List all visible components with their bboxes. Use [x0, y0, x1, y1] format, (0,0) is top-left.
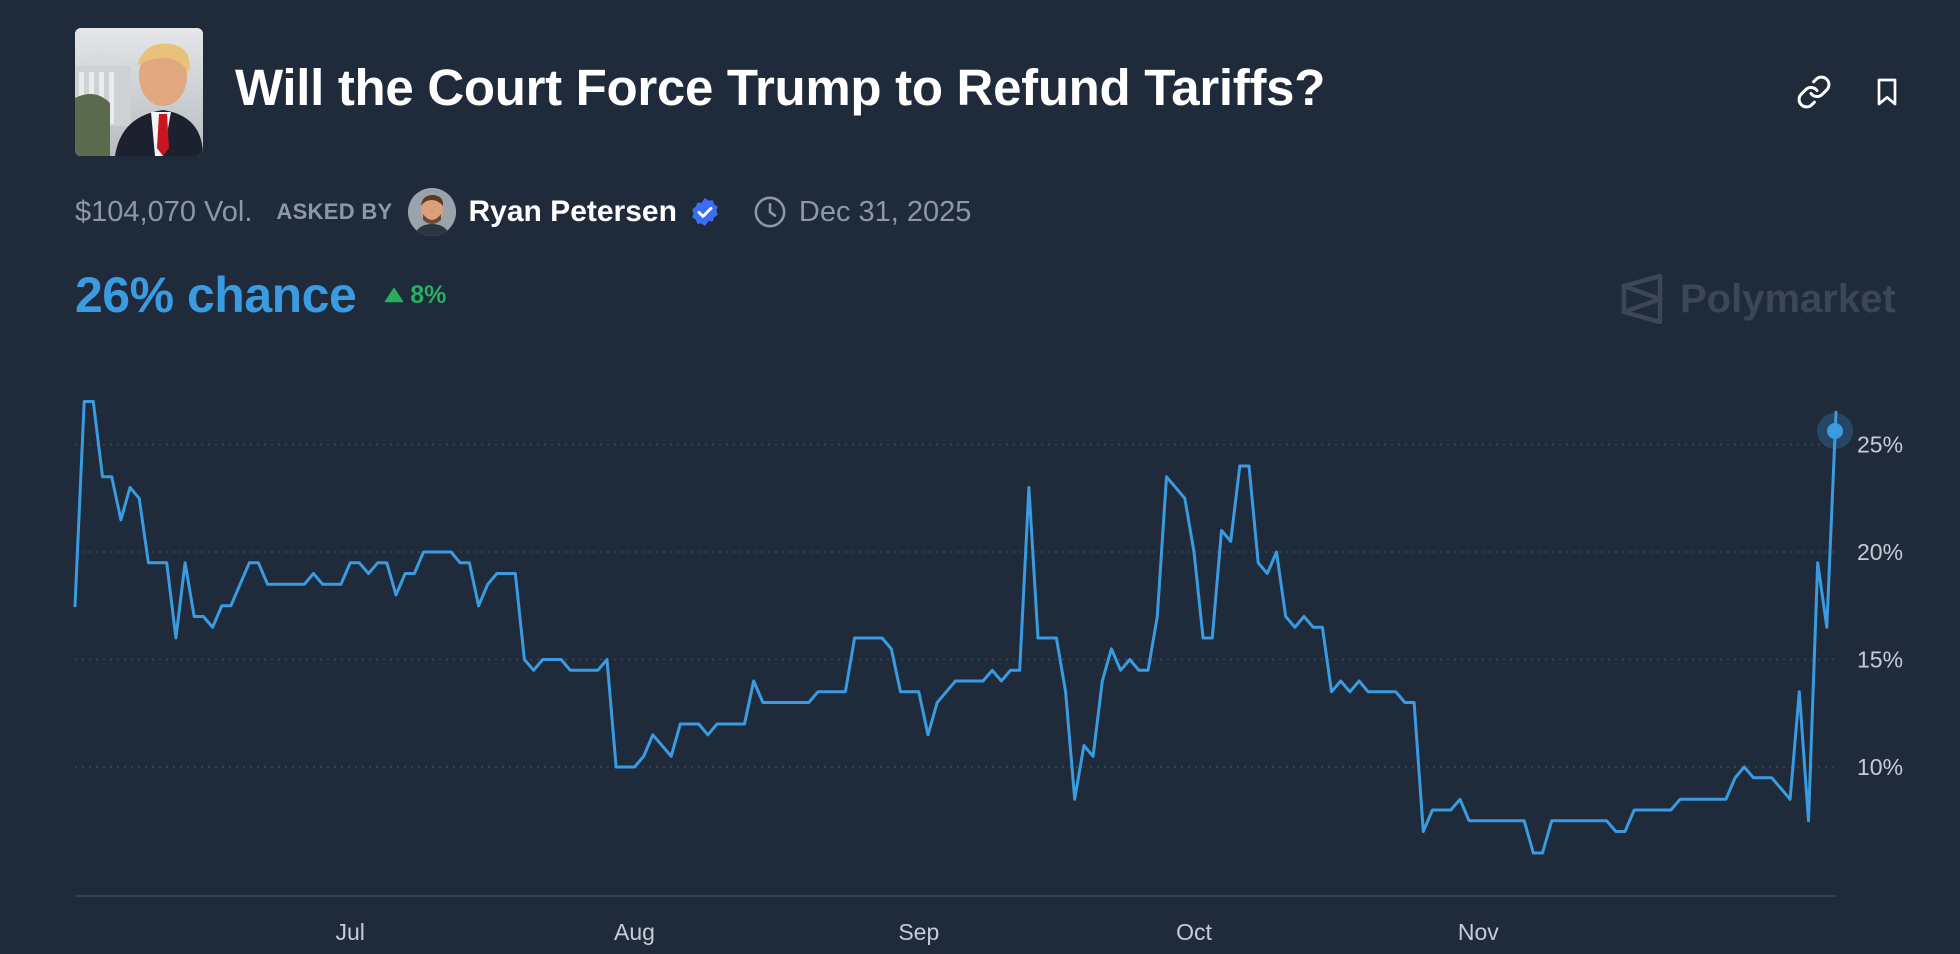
brand-name: Polymarket	[1680, 276, 1896, 321]
bookmark-icon[interactable]	[1867, 72, 1907, 112]
chance-row: 26% chance 8%	[75, 266, 446, 324]
link-icon[interactable]	[1794, 72, 1834, 112]
x-axis: Jul Aug Sep Oct Nov	[335, 919, 1499, 945]
y-tick-label: 15%	[1857, 647, 1903, 673]
x-tick-label: Aug	[614, 919, 655, 945]
market-thumbnail	[75, 28, 203, 156]
avatar[interactable]	[408, 188, 457, 236]
market-title: Will the Court Force Trump to Refund Tar…	[235, 59, 1326, 116]
change-indicator: 8%	[384, 281, 446, 310]
y-tick-label: 20%	[1857, 539, 1903, 565]
polymarket-brand: Polymarket	[1620, 274, 1896, 324]
chance-value: 26% chance	[75, 267, 357, 323]
asked-by-label: ASKED BY	[276, 199, 393, 224]
polymarket-logo-icon	[1621, 274, 1663, 324]
chart-grid	[75, 443, 1836, 768]
volume: $104,070 Vol.	[75, 195, 253, 228]
triangle-up-icon	[385, 287, 404, 303]
author-name[interactable]: Ryan Petersen	[468, 195, 677, 228]
end-date: Dec 31, 2025	[798, 195, 972, 228]
current-value-marker[interactable]	[1827, 423, 1843, 439]
x-tick-label: Sep	[898, 919, 939, 945]
y-axis: 10% 15% 20% 25%	[1857, 432, 1903, 781]
clock-icon	[754, 196, 786, 228]
x-tick-label: Jul	[335, 919, 364, 945]
y-tick-label: 25%	[1857, 432, 1903, 458]
x-tick-label: Oct	[1176, 919, 1212, 945]
market-meta: $104,070 Vol. ASKED BY Ryan Petersen Dec…	[75, 188, 971, 236]
change-value: 8%	[410, 280, 447, 309]
y-tick-label: 10%	[1857, 754, 1903, 780]
series-line	[73, 400, 1838, 855]
verified-badge-icon	[692, 198, 718, 226]
x-tick-label: Nov	[1458, 919, 1499, 945]
